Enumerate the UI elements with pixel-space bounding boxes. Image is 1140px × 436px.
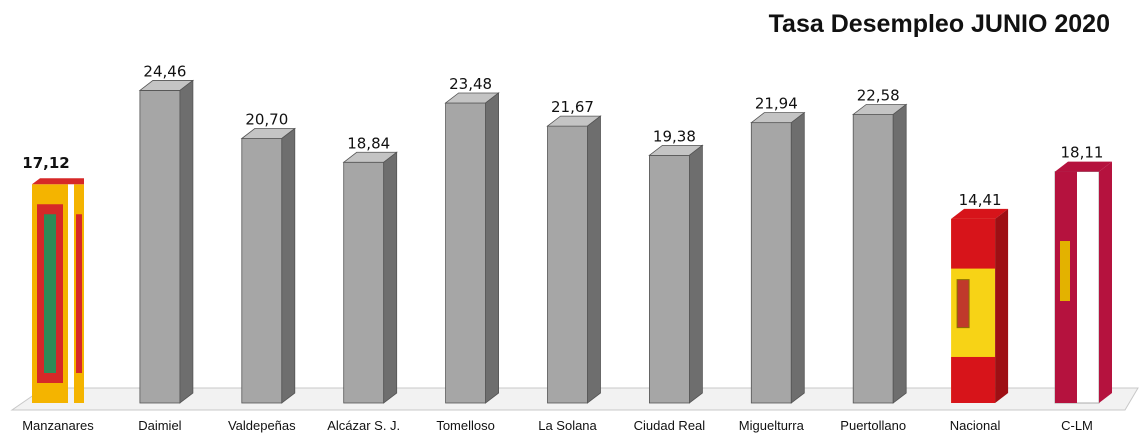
bar-front: [445, 102, 487, 404]
bar-front: [241, 138, 283, 404]
bar-side: [383, 151, 398, 404]
bar-daimiel: [138, 79, 195, 404]
data-label: 24,46: [143, 62, 186, 80]
category-label: Manzanares: [22, 418, 94, 433]
bar-side: [179, 79, 194, 404]
category-label: Miguelturra: [739, 418, 805, 433]
bar-front: [343, 161, 385, 404]
bar-manzanares: [32, 178, 84, 403]
bar-nacional: [951, 208, 1009, 403]
bar-side: [892, 103, 907, 404]
bar-front: [139, 90, 181, 404]
bar-side: [1099, 161, 1112, 403]
data-label: 21,67: [551, 98, 594, 116]
bar-valdepe-as: [240, 127, 296, 404]
bar-side: [587, 115, 601, 404]
bar-side: [281, 127, 296, 404]
bar-side: [995, 208, 1009, 403]
data-label: 23,48: [449, 75, 492, 93]
bar-side: [689, 144, 703, 404]
bar-ciudad-real: [648, 144, 704, 404]
flag-red-top: [951, 218, 996, 269]
banner-side-detail: [76, 214, 82, 373]
coat-of-arms-icon: [956, 279, 970, 329]
bar-alc-zar-s-j: [342, 151, 398, 404]
flag-red-bottom: [951, 356, 996, 403]
bar-front: [649, 154, 690, 404]
data-label: 18,11: [1061, 144, 1104, 162]
bar-miguelturra: [750, 111, 806, 404]
category-label: Nacional: [950, 418, 1001, 433]
category-label: Ciudad Real: [634, 418, 706, 433]
bars: [32, 79, 1112, 404]
bar-top: [951, 208, 1009, 219]
category-label: Valdepeñas: [228, 418, 296, 433]
data-label: 22,58: [857, 86, 900, 104]
castle-icon: [1060, 241, 1070, 302]
category-label: C-LM: [1061, 418, 1093, 433]
bar-la-solana: [546, 115, 602, 404]
bar-side: [485, 92, 500, 404]
category-label: Alcázar S. J.: [327, 418, 400, 433]
data-labels: 17,12 24,46 20,70 18,84 23,48 21,67 19,38 21,94…: [22, 62, 1103, 208]
data-label: 18,84: [347, 134, 390, 152]
bar-tomelloso: [444, 92, 500, 404]
data-label: 14,41: [959, 191, 1002, 209]
bar-c-lm: [1054, 161, 1112, 404]
bar-top: [1055, 161, 1112, 172]
bar-front: [852, 114, 894, 404]
category-axis: Manzanares Daimiel Valdepeñas Alcázar S. J.…: [22, 418, 1093, 433]
category-label: Daimiel: [138, 418, 181, 433]
category-label: Puertollano: [840, 418, 906, 433]
data-label: 20,70: [245, 111, 288, 129]
category-label: La Solana: [538, 418, 597, 433]
bar-puertollano: [852, 103, 908, 404]
data-label: 21,94: [755, 95, 798, 113]
category-label: Tomelloso: [436, 418, 495, 433]
bar-front: [547, 125, 588, 404]
chart-title: Tasa Desempleo JUNIO 2020: [768, 10, 1110, 38]
bar-front: [750, 122, 792, 404]
banner-detail: [44, 214, 56, 373]
data-label: 19,38: [653, 127, 696, 145]
bar-side: [790, 111, 805, 404]
bar-top: [32, 178, 84, 185]
data-label: 17,12: [22, 154, 69, 172]
